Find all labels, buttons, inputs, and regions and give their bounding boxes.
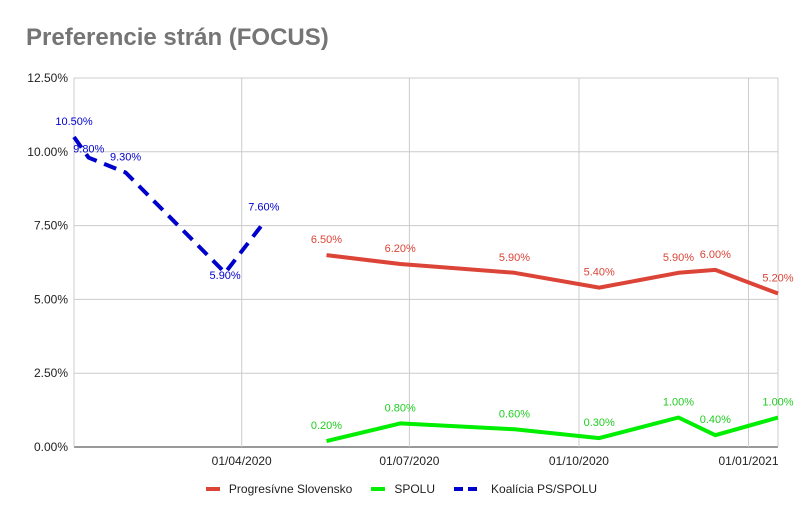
data-label-koalicia-ps-spolu: 7.60% <box>248 202 279 214</box>
data-label-progresivne-slovensko: 6.00% <box>700 249 731 261</box>
y-tick-label: 0.00% <box>34 440 68 454</box>
data-label-progresivne-slovensko: 5.90% <box>663 252 694 264</box>
data-label-spolu: 0.80% <box>385 402 416 414</box>
series-line-progresivne-slovensko <box>326 253 779 296</box>
x-tick-label: 01/04/2020 <box>212 454 272 468</box>
data-label-spolu: 1.00% <box>762 396 793 408</box>
data-label-spolu: 0.40% <box>700 414 731 426</box>
series-line-spolu <box>326 415 779 444</box>
legend-label-ps: Progresívne Slovensko <box>228 482 353 496</box>
legend-label-koalicia: Koalícia PS/SPOLU <box>491 482 598 496</box>
x-tick-label: 01/01/2021 <box>718 454 778 468</box>
legend-item-spolu[interactable]: SPOLU <box>370 482 435 496</box>
legend-label-spolu: SPOLU <box>394 482 436 496</box>
data-label-spolu: 0.20% <box>311 420 342 432</box>
y-tick-label: 10.00% <box>27 145 68 159</box>
data-label-spolu: 1.00% <box>663 396 694 408</box>
x-tick-label: 01/10/2020 <box>549 454 609 468</box>
legend-item-progresivne-slovensko[interactable]: Progresívne Slovensko <box>205 482 352 496</box>
data-label-spolu: 0.60% <box>499 408 530 420</box>
data-label-progresivne-slovensko: 5.40% <box>584 267 615 279</box>
data-label-progresivne-slovensko: 5.90% <box>499 252 530 264</box>
y-tick-label: 5.00% <box>34 292 68 306</box>
legend: Progresívne Slovensko SPOLU Koalícia PS/… <box>0 482 802 496</box>
data-label-progresivne-slovensko: 5.20% <box>762 272 793 284</box>
series-line-koalicia-ps-spolu <box>72 135 266 275</box>
grid-layer <box>73 77 779 448</box>
legend-item-koalicia[interactable]: Koalícia PS/SPOLU <box>453 482 597 496</box>
data-label-progresivne-slovensko: 6.20% <box>385 243 416 255</box>
data-label-koalicia-ps-spolu: 9.80% <box>73 144 104 156</box>
data-label-koalicia-ps-spolu: 10.50% <box>55 116 93 128</box>
y-tick-label: 7.50% <box>34 219 68 233</box>
legend-swatch-ps <box>205 487 220 491</box>
chart-title: Preferencie strán (FOCUS) <box>26 24 329 51</box>
y-tick-label: 2.50% <box>34 366 68 380</box>
series-layer <box>72 135 779 444</box>
data-label-koalicia-ps-spolu: 9.30% <box>110 151 141 163</box>
axis-layer: 0.00% 2.50% 5.00% 7.50% 10.00% 12.50% 01/04/20… <box>27 71 779 468</box>
y-tick-label: 12.50% <box>27 71 68 85</box>
x-tick-label: 01/07/2020 <box>379 454 439 468</box>
data-label-layer: 6.50% 6.20% 5.90% 5.40% 5.90% 6.00% 5.20% 0.20%… <box>55 116 793 432</box>
legend-swatch-spolu <box>371 487 386 491</box>
data-label-spolu: 0.30% <box>584 417 615 429</box>
data-label-koalicia-ps-spolu: 5.90% <box>210 270 241 282</box>
data-label-progresivne-slovensko: 6.50% <box>311 234 342 246</box>
legend-swatch-koalicia <box>454 487 483 491</box>
